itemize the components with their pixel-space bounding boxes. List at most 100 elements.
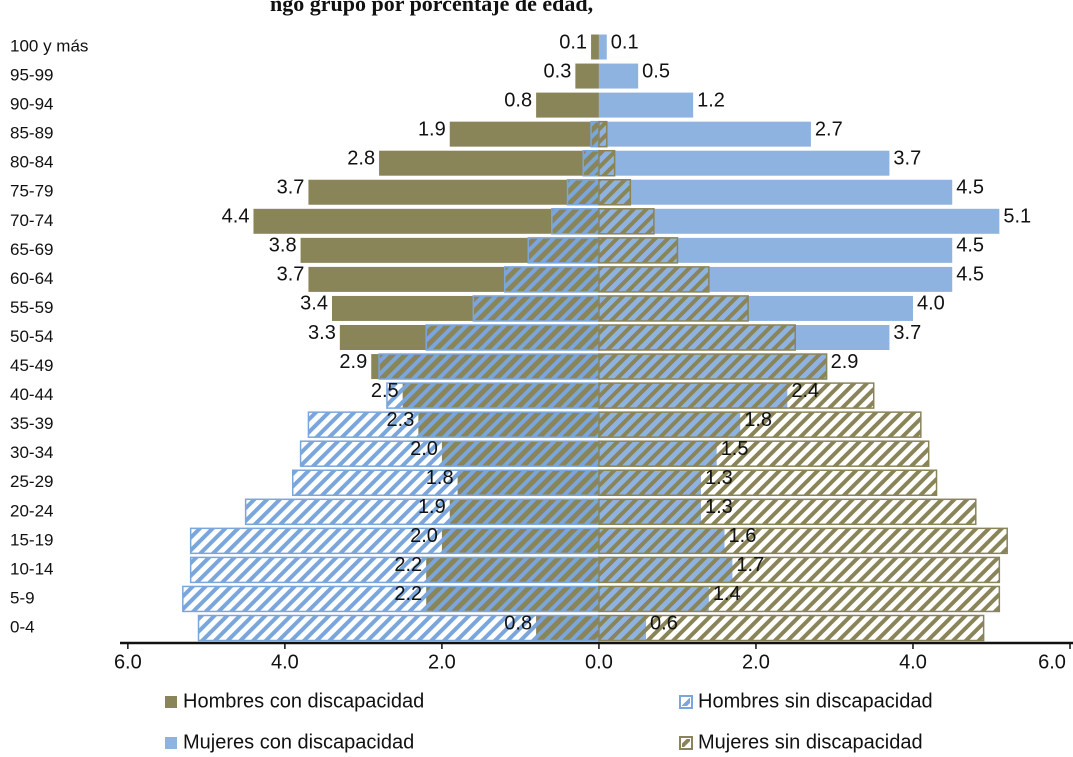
category-label: 90-94 xyxy=(10,95,53,114)
category-label: 0-4 xyxy=(10,617,35,636)
value-label: 0.5 xyxy=(642,60,670,82)
bar xyxy=(598,208,1000,234)
legend-swatch xyxy=(165,696,177,708)
bar xyxy=(575,63,599,89)
value-label: 5.1 xyxy=(1003,206,1031,228)
value-label: 4.5 xyxy=(956,177,984,199)
value-label: 2.4 xyxy=(791,380,819,402)
value-label: 2.8 xyxy=(347,147,375,169)
category-label: 5-9 xyxy=(10,588,35,607)
category-label: 45-49 xyxy=(10,356,53,375)
value-label: 0.3 xyxy=(544,60,572,82)
x-tick-label: 6.0 xyxy=(1038,651,1066,673)
category-label: 30-34 xyxy=(10,443,53,462)
bar-hatch xyxy=(598,120,608,148)
value-label: 0.8 xyxy=(504,612,532,634)
value-label: 2.9 xyxy=(339,351,367,373)
value-label: 0.6 xyxy=(650,612,678,634)
x-tick-label: 2.0 xyxy=(742,651,770,673)
value-label: 3.7 xyxy=(893,322,921,344)
bar-hatch xyxy=(189,556,600,584)
bar-hatch xyxy=(551,208,600,235)
bar-hatch xyxy=(182,585,600,613)
category-label: 50-54 xyxy=(10,327,53,346)
category-label: 60-64 xyxy=(10,269,53,288)
bar-hatch xyxy=(244,498,600,526)
bar-hatch xyxy=(598,266,710,293)
value-label: 2.2 xyxy=(394,554,422,576)
x-tick-label: 6.0 xyxy=(114,651,142,673)
value-label: 2.3 xyxy=(387,409,415,431)
value-label: 0.8 xyxy=(504,89,532,111)
bar-hatch xyxy=(472,295,600,322)
value-label: 1.3 xyxy=(705,467,733,489)
x-tick-label: 4.0 xyxy=(271,651,299,673)
x-tick-label: 2.0 xyxy=(428,651,456,673)
bar-hatch xyxy=(425,324,600,351)
category-label: 35-39 xyxy=(10,414,53,433)
value-label: 1.7 xyxy=(736,554,764,576)
bar-hatch xyxy=(598,556,1001,584)
bar-hatch xyxy=(598,324,796,351)
bar-hatch xyxy=(598,585,1001,613)
category-label: 55-59 xyxy=(10,298,53,317)
legend-swatch-hatch xyxy=(682,698,690,706)
bar-hatch xyxy=(527,237,600,264)
bar-hatch xyxy=(598,440,930,467)
value-label: 3.7 xyxy=(277,264,305,286)
category-label: 75-79 xyxy=(10,182,53,201)
value-label: 1.4 xyxy=(713,583,741,605)
bar xyxy=(598,121,811,147)
bar-hatch xyxy=(291,469,600,496)
category-label: 70-74 xyxy=(10,211,53,230)
bar-hatch xyxy=(189,527,600,555)
bar-hatch xyxy=(598,469,938,496)
bar-hatch xyxy=(386,382,600,409)
value-label: 4.5 xyxy=(956,264,984,286)
bar-hatch xyxy=(598,527,1008,555)
bar-hatch xyxy=(598,411,922,438)
value-label: 1.9 xyxy=(418,496,446,518)
value-label: 1.8 xyxy=(426,467,454,489)
bar-hatch xyxy=(598,149,616,177)
bar-hatch xyxy=(598,208,655,235)
legend-swatch xyxy=(165,737,177,749)
bar-hatch xyxy=(590,120,600,148)
bar-hatch xyxy=(598,179,632,206)
value-label: 1.3 xyxy=(705,496,733,518)
bar xyxy=(598,63,639,89)
bar-hatch xyxy=(598,237,679,264)
bar-hatch xyxy=(307,411,600,438)
value-label: 0.1 xyxy=(559,31,587,53)
value-label: 4.5 xyxy=(956,235,984,257)
value-label: 2.0 xyxy=(410,525,438,547)
value-label: 2.7 xyxy=(815,118,843,140)
bar-hatch xyxy=(566,179,600,206)
category-label: 25-29 xyxy=(10,472,53,491)
chart-title: ngo grupo por porcentaje de edad, xyxy=(270,0,593,16)
legend-label: Hombres sin discapacidad xyxy=(698,690,933,712)
value-label: 1.6 xyxy=(729,525,757,547)
bar xyxy=(253,208,599,234)
bar-hatch xyxy=(598,498,977,526)
bar-hatch xyxy=(598,295,749,322)
value-label: 1.5 xyxy=(721,438,749,460)
value-label: 3.3 xyxy=(308,322,336,344)
value-label: 3.7 xyxy=(893,147,921,169)
category-label: 65-69 xyxy=(10,240,53,259)
value-label: 2.5 xyxy=(371,380,399,402)
bar-hatch xyxy=(582,149,600,177)
bar xyxy=(598,179,953,205)
bar-hatch xyxy=(503,266,600,293)
category-label: 95-99 xyxy=(10,66,53,85)
value-label: 3.4 xyxy=(300,293,328,315)
legend-label: Mujeres con discapacidad xyxy=(183,731,414,753)
value-label: 2.9 xyxy=(831,351,859,373)
category-label: 10-14 xyxy=(10,559,53,578)
bar xyxy=(536,92,599,118)
value-label: 1.2 xyxy=(697,89,725,111)
value-label: 3.7 xyxy=(277,177,305,199)
legend-swatch-hatch xyxy=(682,739,690,747)
bar xyxy=(308,179,599,205)
